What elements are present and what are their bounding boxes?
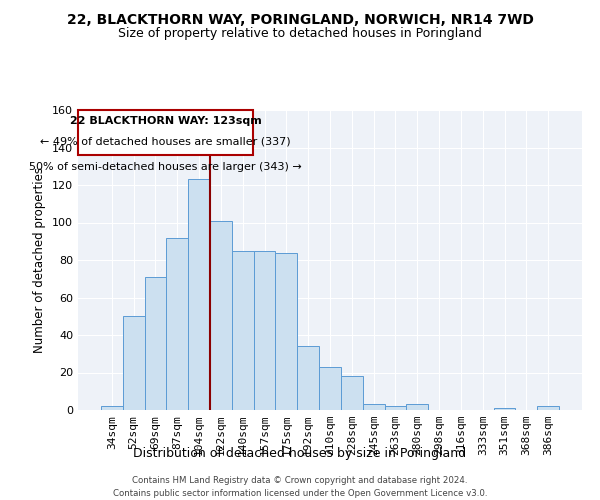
Bar: [254, 250, 275, 410]
Bar: [123, 316, 145, 410]
Bar: [275, 252, 297, 410]
Bar: [319, 367, 341, 410]
Bar: [406, 404, 428, 410]
Text: Contains public sector information licensed under the Open Government Licence v3: Contains public sector information licen…: [113, 489, 487, 498]
Bar: [188, 180, 210, 410]
Text: 22 BLACKTHORN WAY: 123sqm: 22 BLACKTHORN WAY: 123sqm: [70, 116, 262, 126]
Text: Contains HM Land Registry data © Crown copyright and database right 2024.: Contains HM Land Registry data © Crown c…: [132, 476, 468, 485]
Bar: [145, 277, 166, 410]
FancyBboxPatch shape: [78, 110, 253, 155]
Bar: [101, 406, 123, 410]
Bar: [537, 406, 559, 410]
Bar: [297, 346, 319, 410]
Bar: [385, 406, 406, 410]
Text: 22, BLACKTHORN WAY, PORINGLAND, NORWICH, NR14 7WD: 22, BLACKTHORN WAY, PORINGLAND, NORWICH,…: [67, 12, 533, 26]
Bar: [363, 404, 385, 410]
Bar: [494, 408, 515, 410]
Text: Size of property relative to detached houses in Poringland: Size of property relative to detached ho…: [118, 28, 482, 40]
Y-axis label: Number of detached properties: Number of detached properties: [34, 167, 46, 353]
Text: ← 49% of detached houses are smaller (337): ← 49% of detached houses are smaller (33…: [40, 137, 291, 147]
Text: 50% of semi-detached houses are larger (343) →: 50% of semi-detached houses are larger (…: [29, 162, 302, 172]
Bar: [166, 238, 188, 410]
Bar: [232, 250, 254, 410]
Bar: [341, 376, 363, 410]
Text: Distribution of detached houses by size in Poringland: Distribution of detached houses by size …: [133, 448, 467, 460]
Bar: [210, 220, 232, 410]
